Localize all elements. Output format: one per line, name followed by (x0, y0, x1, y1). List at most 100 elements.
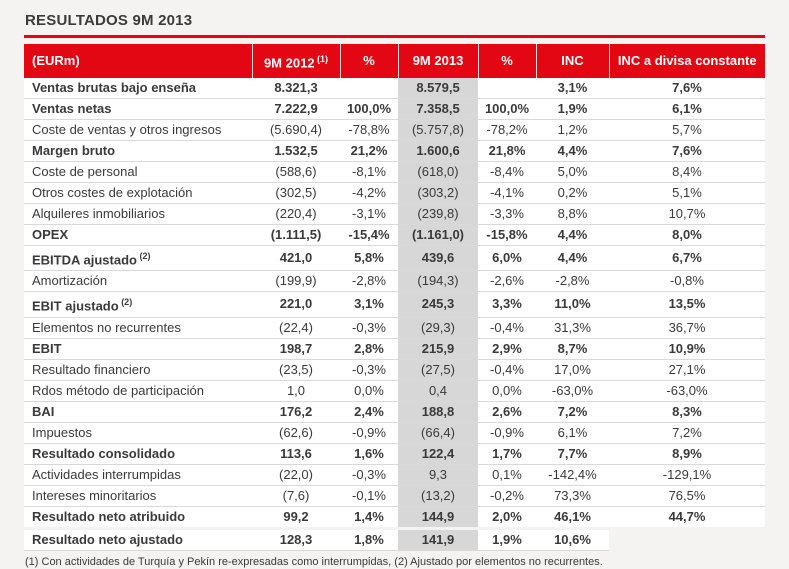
table-row: EBIT ajustado (2) 221,0 3,1% 245,3 3,3% 11,0%… (24, 291, 765, 318)
cell: 439,6 (398, 245, 478, 272)
table-row: Resultado neto ajustado 128,3 1,8% 141,9 1,9… (24, 526, 765, 551)
cell: -0,1% (340, 485, 398, 507)
cell: 8.579,5 (398, 78, 478, 99)
cell: 1,2% (536, 119, 609, 141)
cell: 215,9 (398, 338, 478, 360)
cell (340, 78, 398, 99)
title-underline (24, 35, 765, 38)
cell: 0,0% (478, 380, 536, 402)
row-label: EBIT ajustado (2) (24, 291, 252, 318)
cell: 8,0% (609, 224, 765, 246)
table-row: EBITDA ajustado (2) 421,0 5,8% 439,6 6,0% 4,4… (24, 245, 765, 272)
table-row: Impuestos (62,6) -0,9% (66,4) -0,9% 6,1% 7,2% (24, 422, 765, 444)
cell: -63,0% (536, 380, 609, 402)
table-row: Otros costes de explotación (302,5) -4,2%(… (24, 182, 765, 204)
row-label: Coste de ventas y otros ingresos (24, 119, 252, 141)
cell: -0,2% (478, 485, 536, 507)
cell: (220,4) (252, 203, 340, 225)
table-row: EBIT 198,7 2,8% 215,9 2,9% 8,7% 10,9% (24, 338, 765, 360)
cell: 6,0% (478, 245, 536, 272)
cell: 141,9 (398, 526, 478, 551)
cell: 10,6% (536, 526, 609, 551)
cell: (303,2) (398, 182, 478, 204)
cell: 1,8% (340, 526, 398, 551)
cell: 7.222,9 (252, 98, 340, 120)
cell: 6,7% (609, 245, 765, 272)
cell: 46,1% (536, 506, 609, 529)
table-row: Resultado neto atribuido 99,2 1,4% 144,9 2,0… (24, 506, 765, 529)
table-row: Intereses minoritarios (7,6) -0,1% (13,2) -0… (24, 485, 765, 507)
cell: -3,3% (478, 203, 536, 225)
cell: 122,4 (398, 443, 478, 465)
cell: 3,1% (536, 78, 609, 99)
cell: -3,1% (340, 203, 398, 225)
cell: 9,3 (398, 464, 478, 486)
cell: 7,2% (536, 401, 609, 423)
table-row: Ventas brutas bajo enseña 8.321,3 8.579,5 3… (24, 78, 765, 99)
cell: 128,3 (252, 526, 340, 551)
column-header-0: (EURm) (24, 44, 252, 78)
cell: 221,0 (252, 291, 340, 318)
cell: -8,4% (478, 161, 536, 183)
cell: 17,0% (536, 359, 609, 381)
table-row: Coste de personal (588,6) -8,1% (618,0) -8,4… (24, 161, 765, 183)
table-row: Ventas netas 7.222,9 100,0% 7.358,5 100,0% 1,… (24, 98, 765, 120)
cell: -0,9% (340, 422, 398, 444)
cell: (62,6) (252, 422, 340, 444)
cell: 10,9% (609, 338, 765, 360)
cell: 44,7% (609, 506, 765, 529)
cell: 5,0% (536, 161, 609, 183)
cell: -0,9% (478, 422, 536, 444)
page-title: RESULTADOS 9M 2013 (25, 12, 193, 29)
table-row: Alquileres inmobiliarios (220,4) -3,1% (239… (24, 203, 765, 225)
table-row: OPEX (1.111,5) -15,4% (1.161,0) -15,8% 4,4% 8,… (24, 224, 765, 246)
cell: -15,4% (340, 224, 398, 246)
cell: 7,7% (536, 443, 609, 465)
table-row: Coste de ventas y otros ingresos (5.690,4… (24, 119, 765, 141)
cell: 1,9% (536, 98, 609, 120)
cell: 73,3% (536, 485, 609, 507)
cell: 8,4% (609, 161, 765, 183)
header-row: (EURm) 9M 2012 (1)% 9M 2013% INC INC a divis… (24, 44, 765, 78)
cell: 1.532,5 (252, 140, 340, 162)
cell: (588,6) (252, 161, 340, 183)
cell: 2,4% (340, 401, 398, 423)
cell: 3,3% (478, 291, 536, 318)
table-header: (EURm) 9M 2012 (1)% 9M 2013% INC INC a divis… (24, 44, 765, 78)
cell: 7,2% (609, 422, 765, 444)
row-label: Alquileres inmobiliarios (24, 203, 252, 225)
cell: 4,4% (536, 140, 609, 162)
cell: 421,0 (252, 245, 340, 272)
cell: 8,7% (536, 338, 609, 360)
cell: -2,8% (536, 270, 609, 293)
column-header-3: 9M 2013 (397, 44, 478, 78)
cell: (13,2) (398, 485, 478, 507)
row-label: EBIT (24, 338, 252, 360)
cell: (22,4) (252, 317, 340, 339)
cell: 5,7% (609, 119, 765, 141)
cell: 176,2 (252, 401, 340, 423)
cell: (5.757,8) (398, 119, 478, 141)
cell: 21,2% (340, 140, 398, 162)
cell: 21,8% (478, 140, 536, 162)
cell: 31,3% (536, 317, 609, 339)
cell: -15,8% (478, 224, 536, 246)
row-label: OPEX (24, 224, 252, 246)
cell: (27,5) (398, 359, 478, 381)
cell: 27,1% (609, 359, 765, 381)
cell: 5,1% (609, 182, 765, 204)
cell: 1,7% (478, 443, 536, 465)
row-label: Otros costes de explotación (24, 182, 252, 204)
cell: 4,4% (536, 245, 609, 272)
cell: (1.111,5) (252, 224, 340, 246)
cell: (23,5) (252, 359, 340, 381)
cell: (199,9) (252, 270, 340, 293)
cell: -2,8% (340, 270, 398, 293)
cell: 245,3 (398, 291, 478, 318)
row-label: Resultado consolidado (24, 443, 252, 465)
row-label: Resultado neto atribuido (24, 506, 252, 529)
cell: -142,4% (536, 464, 609, 486)
cell: 3,1% (340, 291, 398, 318)
row-label: Ventas brutas bajo enseña (24, 78, 252, 99)
table-row: Amortización (199,9) -2,8% (194,3) -2,6% -2,8… (24, 270, 765, 293)
